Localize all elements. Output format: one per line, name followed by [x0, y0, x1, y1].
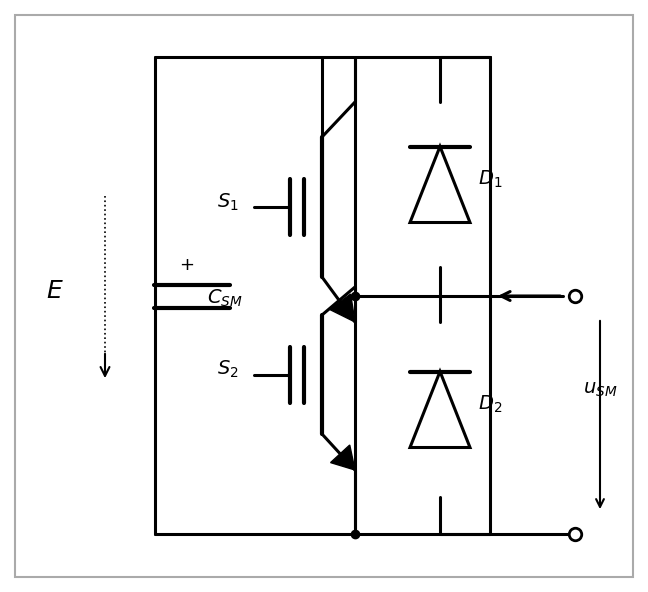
- Polygon shape: [410, 372, 470, 448]
- FancyBboxPatch shape: [15, 15, 633, 577]
- Text: $D_1$: $D_1$: [478, 169, 502, 190]
- Polygon shape: [410, 146, 470, 223]
- Text: $E$: $E$: [46, 279, 64, 303]
- Text: $+$: $+$: [179, 256, 194, 274]
- Polygon shape: [330, 445, 355, 470]
- Text: $S_1$: $S_1$: [217, 191, 239, 213]
- Text: $u_{SM}$: $u_{SM}$: [583, 381, 618, 399]
- Polygon shape: [330, 294, 355, 322]
- Text: $S_2$: $S_2$: [217, 359, 239, 380]
- Text: $D_2$: $D_2$: [478, 394, 502, 415]
- Text: $C_{SM}$: $C_{SM}$: [207, 287, 242, 308]
